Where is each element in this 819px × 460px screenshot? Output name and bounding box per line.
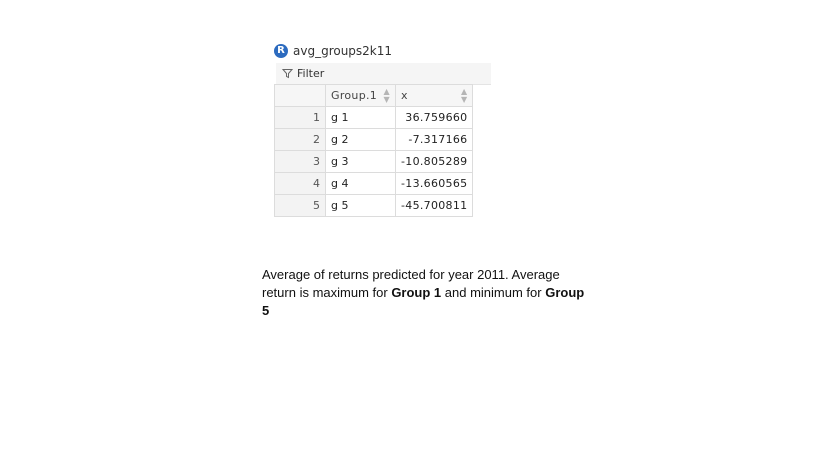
group-cell[interactable]: g 1 <box>325 106 396 129</box>
group-cell[interactable]: g 3 <box>325 150 396 173</box>
table-row[interactable]: 5 g 5 -45.700811 <box>274 194 474 217</box>
table-row[interactable]: 3 g 3 -10.805289 <box>274 150 474 173</box>
row-number: 1 <box>274 106 326 129</box>
caption-part: and minimum for <box>441 285 546 300</box>
table-row[interactable]: 2 g 2 -7.317166 <box>274 128 474 151</box>
x-cell[interactable]: -13.660565 <box>394 172 474 195</box>
column-header-label: Group.1 <box>331 89 378 102</box>
x-cell[interactable]: -10.805289 <box>394 150 474 173</box>
table-row[interactable]: 4 g 4 -13.660565 <box>274 172 474 195</box>
caption-bold-group-5: Group 5 <box>262 285 585 318</box>
row-number: 3 <box>274 150 326 173</box>
column-header-group[interactable]: Group.1 ▲ ▼ <box>325 84 396 107</box>
row-number: 4 <box>274 172 326 195</box>
r-logo-icon: R <box>274 44 288 58</box>
column-header-x[interactable]: x ▲ ▼ <box>394 84 474 107</box>
group-cell[interactable]: g 4 <box>325 172 396 195</box>
sort-arrows-icon[interactable]: ▲ ▼ <box>383 86 390 104</box>
filter-button[interactable]: Filter <box>276 67 324 80</box>
row-number: 5 <box>274 194 326 217</box>
sort-arrows-icon[interactable]: ▲ ▼ <box>461 86 468 104</box>
row-number-header <box>274 84 326 107</box>
data-viewer-tab[interactable]: R avg_groups2k11 <box>274 42 392 60</box>
column-header-label: x <box>401 89 408 102</box>
data-viewer-toolbar: Filter <box>276 63 491 85</box>
caption-bold-group-1: Group 1 <box>391 285 442 300</box>
x-cell[interactable]: -45.700811 <box>394 194 474 217</box>
tab-title: avg_groups2k11 <box>293 44 393 58</box>
group-cell[interactable]: g 2 <box>325 128 396 151</box>
data-table: Group.1 ▲ ▼ x ▲ ▼ 1 g 1 36.759660 2 g 2 -7… <box>274 84 474 217</box>
funnel-icon <box>282 68 293 79</box>
row-number: 2 <box>274 128 326 151</box>
caption-text: Average of returns predicted for year 20… <box>262 266 592 320</box>
caption-part: Average of returns predicted for year 20… <box>262 267 560 300</box>
table-header-row: Group.1 ▲ ▼ x ▲ ▼ <box>274 84 474 107</box>
x-cell[interactable]: 36.759660 <box>394 106 474 129</box>
group-cell[interactable]: g 5 <box>325 194 396 217</box>
table-row[interactable]: 1 g 1 36.759660 <box>274 106 474 129</box>
x-cell[interactable]: -7.317166 <box>394 128 474 151</box>
filter-label: Filter <box>297 67 325 80</box>
